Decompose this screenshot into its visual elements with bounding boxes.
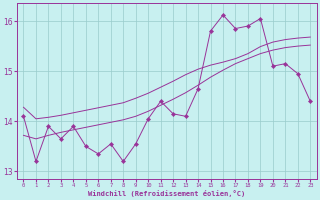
X-axis label: Windchill (Refroidissement éolien,°C): Windchill (Refroidissement éolien,°C) bbox=[88, 190, 245, 197]
